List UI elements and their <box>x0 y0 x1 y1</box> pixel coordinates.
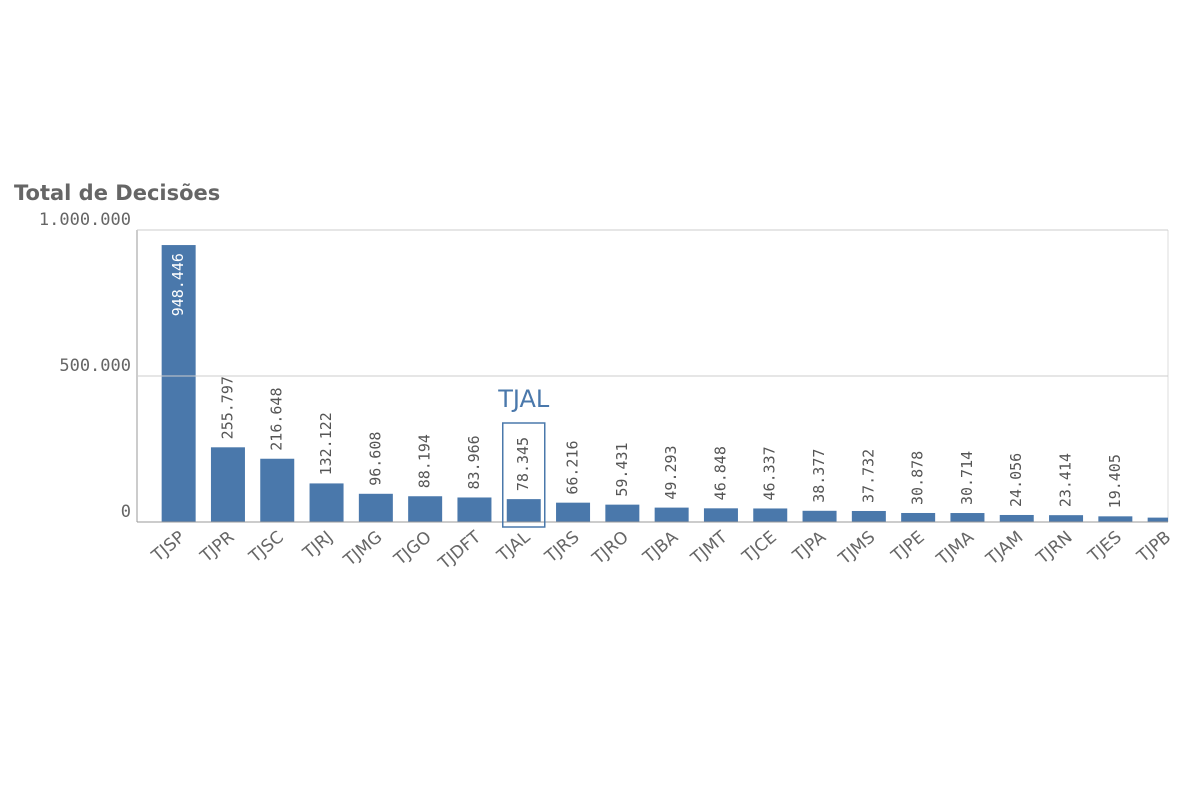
y-tick-label: 500.000 <box>59 356 131 376</box>
value-label: 78.345 <box>514 437 532 491</box>
x-tick-label: TJPA <box>789 527 831 566</box>
bar <box>358 493 393 522</box>
highlight-box <box>502 422 546 528</box>
x-tick-label: TJES <box>1084 527 1126 567</box>
bar <box>457 497 492 522</box>
bar <box>703 508 738 522</box>
y-tick-label: 1.000.000 <box>39 210 131 230</box>
x-tick-label: TJPE <box>887 527 928 566</box>
bar <box>654 507 689 522</box>
bar <box>309 483 344 522</box>
x-tick-label: TJPB <box>1133 527 1175 567</box>
x-tick-label: TJBA <box>639 527 683 568</box>
bar <box>753 508 788 522</box>
value-label: 216.648 <box>268 388 286 451</box>
value-label: 49.293 <box>662 445 680 499</box>
bar <box>506 499 541 522</box>
x-tick-label: TJSP <box>148 527 190 566</box>
x-tick-label: TJAL <box>493 527 535 567</box>
bar <box>408 496 443 522</box>
x-tick-label: TJMA <box>932 527 978 570</box>
bar <box>802 510 837 522</box>
value-label: 255.797 <box>218 376 236 439</box>
bar <box>260 458 295 522</box>
bar <box>851 510 886 522</box>
bar <box>556 502 591 522</box>
bar <box>161 245 196 522</box>
value-label: 30.714 <box>958 451 976 505</box>
value-label: 46.337 <box>761 446 779 500</box>
bar <box>901 512 936 522</box>
x-tick-label: TJDFT <box>434 527 485 574</box>
value-label: 83.966 <box>465 435 483 489</box>
x-tick-label: TJAM <box>982 527 1027 570</box>
value-label: 96.608 <box>366 432 384 486</box>
x-tick-label: TJGO <box>390 527 436 570</box>
x-tick-label: TJMG <box>340 527 387 571</box>
value-label: 46.848 <box>711 446 729 500</box>
x-tick-label: TJPR <box>196 527 238 567</box>
x-tick-label: TJRJ <box>299 527 337 564</box>
value-label: 948.446 <box>169 253 187 316</box>
value-label: 23.414 <box>1057 453 1075 507</box>
value-label: 37.732 <box>859 449 877 503</box>
value-label: 30.878 <box>909 451 927 505</box>
value-label: 24.056 <box>1007 453 1025 507</box>
value-label: 132.122 <box>317 412 335 475</box>
x-tick-label: TJMS <box>834 527 879 569</box>
y-tick-label: 0 <box>121 502 131 522</box>
value-label: 38.377 <box>810 449 828 503</box>
bar <box>950 513 985 522</box>
plot-area <box>161 245 1168 522</box>
x-tick-label: TJRS <box>541 527 584 567</box>
value-label: 88.194 <box>416 434 434 488</box>
bar <box>1098 516 1133 522</box>
annotation: TJAL <box>497 385 550 413</box>
value-label: 19.405 <box>1106 454 1124 508</box>
value-label: 59.431 <box>613 442 631 496</box>
x-tick-label: TJRN <box>1032 527 1076 569</box>
value-label: 66.216 <box>564 440 582 494</box>
chart-title: Total de Decisões <box>14 181 220 205</box>
x-tick-label: TJMT <box>687 527 732 569</box>
bar <box>1049 515 1084 522</box>
x-tick-label: TJCE <box>738 527 781 567</box>
bar <box>1147 517 1168 522</box>
x-tick-label: TJSC <box>245 527 288 567</box>
bar <box>999 514 1034 522</box>
x-tick-label: TJRO <box>588 527 633 569</box>
bar <box>210 447 245 522</box>
bar <box>605 504 640 522</box>
